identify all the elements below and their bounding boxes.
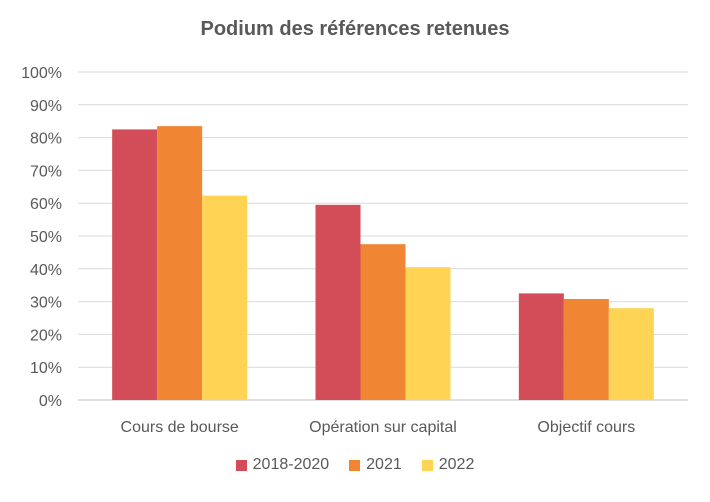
x-tick-label: Opération sur capital [309,419,457,436]
bar-2022 [405,267,451,400]
bar-2021 [360,244,406,400]
legend-item: 2021 [349,456,402,474]
legend-swatch [421,459,433,471]
bar-2018-2020 [518,293,564,400]
legend: 2018-2020 2021 2022 [0,456,710,474]
bar-2018-2020 [315,204,361,400]
bar-2022 [202,195,248,400]
bar-2021 [157,126,203,401]
legend-label: 2022 [438,456,475,473]
y-tick-label: 90% [30,98,62,115]
y-tick-label: 70% [30,163,62,180]
x-tick-label: Objectif cours [537,419,635,436]
chart-title: Podium des références retenues [200,18,510,40]
y-tick-label: 100% [21,65,62,82]
x-tick-label: Cours de bourse [121,419,239,436]
legend-label: 2018-2020 [252,456,330,473]
y-tick-label: 0% [39,393,62,410]
legend-swatch [235,459,247,471]
legend-item: 2018-2020 [235,456,330,474]
y-tick-label: 60% [30,196,62,213]
legend-item: 2022 [421,456,475,474]
y-tick-label: 50% [30,229,62,246]
bar-2022 [608,308,654,400]
y-tick-label: 40% [30,262,62,279]
y-tick-label: 30% [30,295,62,312]
y-tick-label: 20% [30,327,62,344]
y-tick-label: 10% [30,360,62,377]
legend-label: 2021 [366,456,402,473]
y-tick-label: 80% [30,131,62,148]
bar-2018-2020 [112,129,158,400]
legend-swatch [349,459,361,471]
bar-2021 [563,298,609,400]
